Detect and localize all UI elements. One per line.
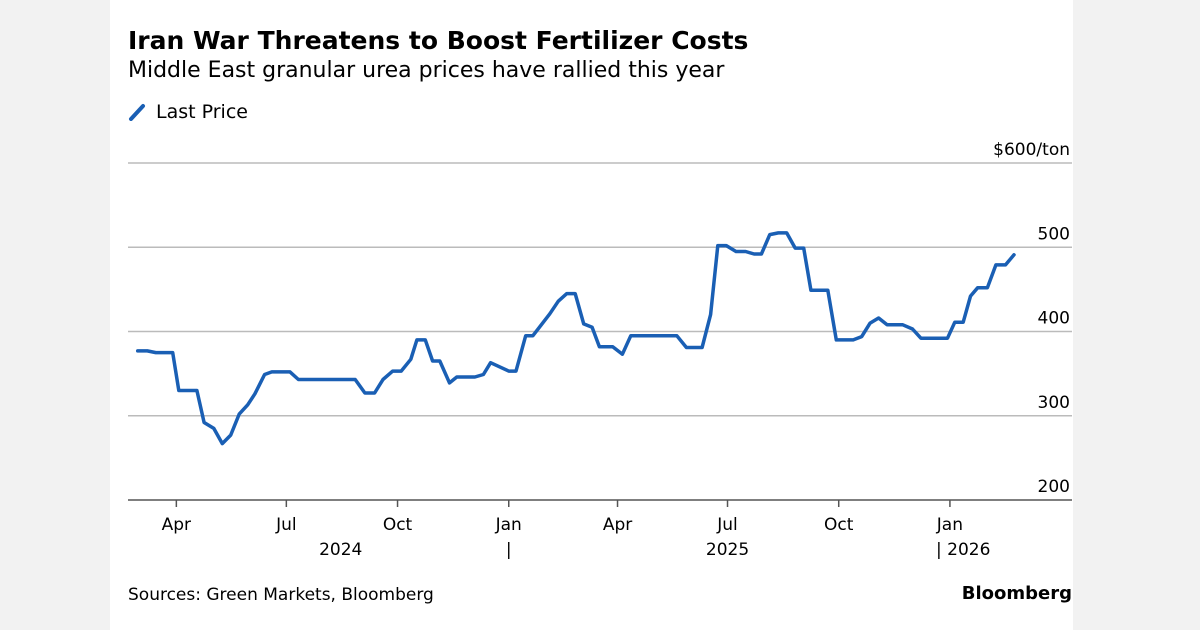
bloomberg-logo: Bloomberg <box>961 583 1072 604</box>
chart-subtitle: Middle East granular urea prices have ra… <box>128 58 725 83</box>
x-year-label: | <box>506 540 512 560</box>
x-tick-label: Apr <box>162 515 191 535</box>
series-line-last-price <box>135 231 1016 446</box>
x-tick-label: Jan <box>495 515 522 535</box>
x-tick-label: Jul <box>275 515 297 535</box>
y-tick-label: 500 <box>1038 224 1070 244</box>
x-tick-label: Apr <box>603 515 632 535</box>
x-tick-label: Oct <box>383 515 413 535</box>
x-tick-label: Jan <box>936 515 963 535</box>
source-note: Sources: Green Markets, Bloomberg <box>128 585 434 605</box>
legend-label: Last Price <box>156 101 248 123</box>
x-tick-label: Oct <box>824 515 854 535</box>
y-tick-label: 300 <box>1038 393 1070 413</box>
legend-line-icon <box>129 104 145 121</box>
y-tick-label: $600/ton <box>993 140 1070 160</box>
y-tick-label: 200 <box>1038 477 1070 497</box>
chart-card <box>110 0 1073 630</box>
legend: Last Price <box>128 101 248 123</box>
chart-title: Iran War Threatens to Boost Fertilizer C… <box>128 26 749 55</box>
x-year-label: 2024 <box>319 540 362 560</box>
y-tick-label: 400 <box>1038 309 1070 329</box>
x-year-label: | 2026 <box>936 540 990 560</box>
x-year-label: 2025 <box>706 540 749 560</box>
x-tick-label: Jul <box>716 515 738 535</box>
